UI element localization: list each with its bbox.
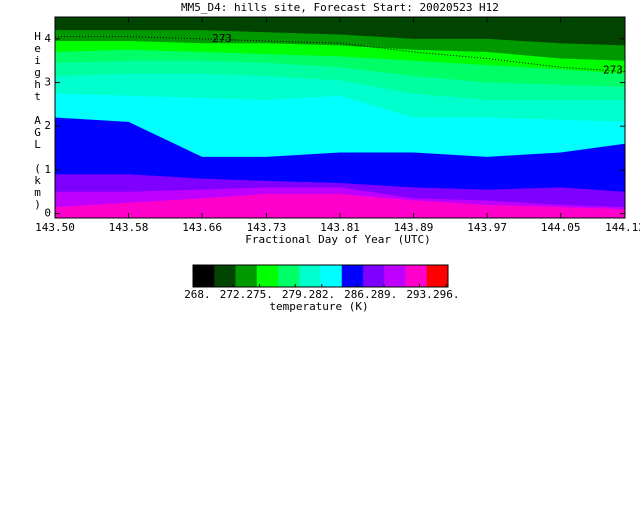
x-tick-label: 143.66 — [182, 221, 222, 234]
y-axis-label: Height AGL (km) — [31, 30, 44, 210]
y-tick-label: 3 — [44, 76, 51, 89]
y-tick-label: 4 — [44, 32, 51, 45]
colorbar-swatch — [299, 265, 321, 287]
colorbar-tick-label: 289. — [371, 288, 398, 301]
colorbar-swatch — [320, 265, 343, 287]
colorbar-swatch — [426, 265, 449, 287]
colorbar-swatch — [235, 265, 258, 287]
colorbar-swatch — [278, 265, 300, 287]
colorbar-swatch — [193, 265, 215, 287]
y-tick-label: 0 — [44, 207, 51, 220]
colorbar-tick-label: 296. — [433, 288, 460, 301]
x-tick-label: 143.73 — [247, 221, 287, 234]
colorbar-tick-label: 293. — [406, 288, 433, 301]
colorbar-tick-label: 282. — [309, 288, 336, 301]
x-tick-label: 143.81 — [320, 221, 360, 234]
colorbar-tick-label: 279. — [282, 288, 309, 301]
colorbar-frame — [192, 264, 449, 288]
colorbar-label: temperature (K) — [269, 300, 368, 313]
colorbar-tick-label: 272. — [220, 288, 247, 301]
colorbar-tick-label: 275. — [246, 288, 273, 301]
colorbar-swatch — [256, 265, 279, 287]
colorbar-swatch — [363, 265, 385, 287]
chart-title: MM5_D4: hills site, Forecast Start: 2002… — [181, 1, 499, 14]
contour-label: 273 — [603, 64, 623, 77]
colorbar-swatch — [341, 265, 364, 287]
x-tick-label: 144.12 — [605, 221, 640, 234]
colorbar-swatch — [405, 265, 428, 287]
contour-line — [55, 36, 626, 73]
temperature-band — [55, 193, 625, 218]
y-tick-label: 2 — [44, 119, 51, 132]
y-tick-label: 1 — [44, 163, 51, 176]
colorbar-tick-label: 286. — [344, 288, 371, 301]
colorbar-tick-label: 268. — [184, 288, 211, 301]
x-tick-label: 143.97 — [467, 221, 507, 234]
x-tick-label: 143.58 — [109, 221, 149, 234]
x-tick-label: 144.05 — [541, 221, 581, 234]
contour-label: 273 — [212, 32, 232, 45]
x-tick-label: 143.89 — [394, 221, 434, 234]
colorbar-swatch — [384, 265, 406, 287]
colorbar-swatch — [214, 265, 236, 287]
x-axis-label: Fractional Day of Year (UTC) — [245, 233, 430, 246]
x-tick-label: 143.50 — [35, 221, 75, 234]
